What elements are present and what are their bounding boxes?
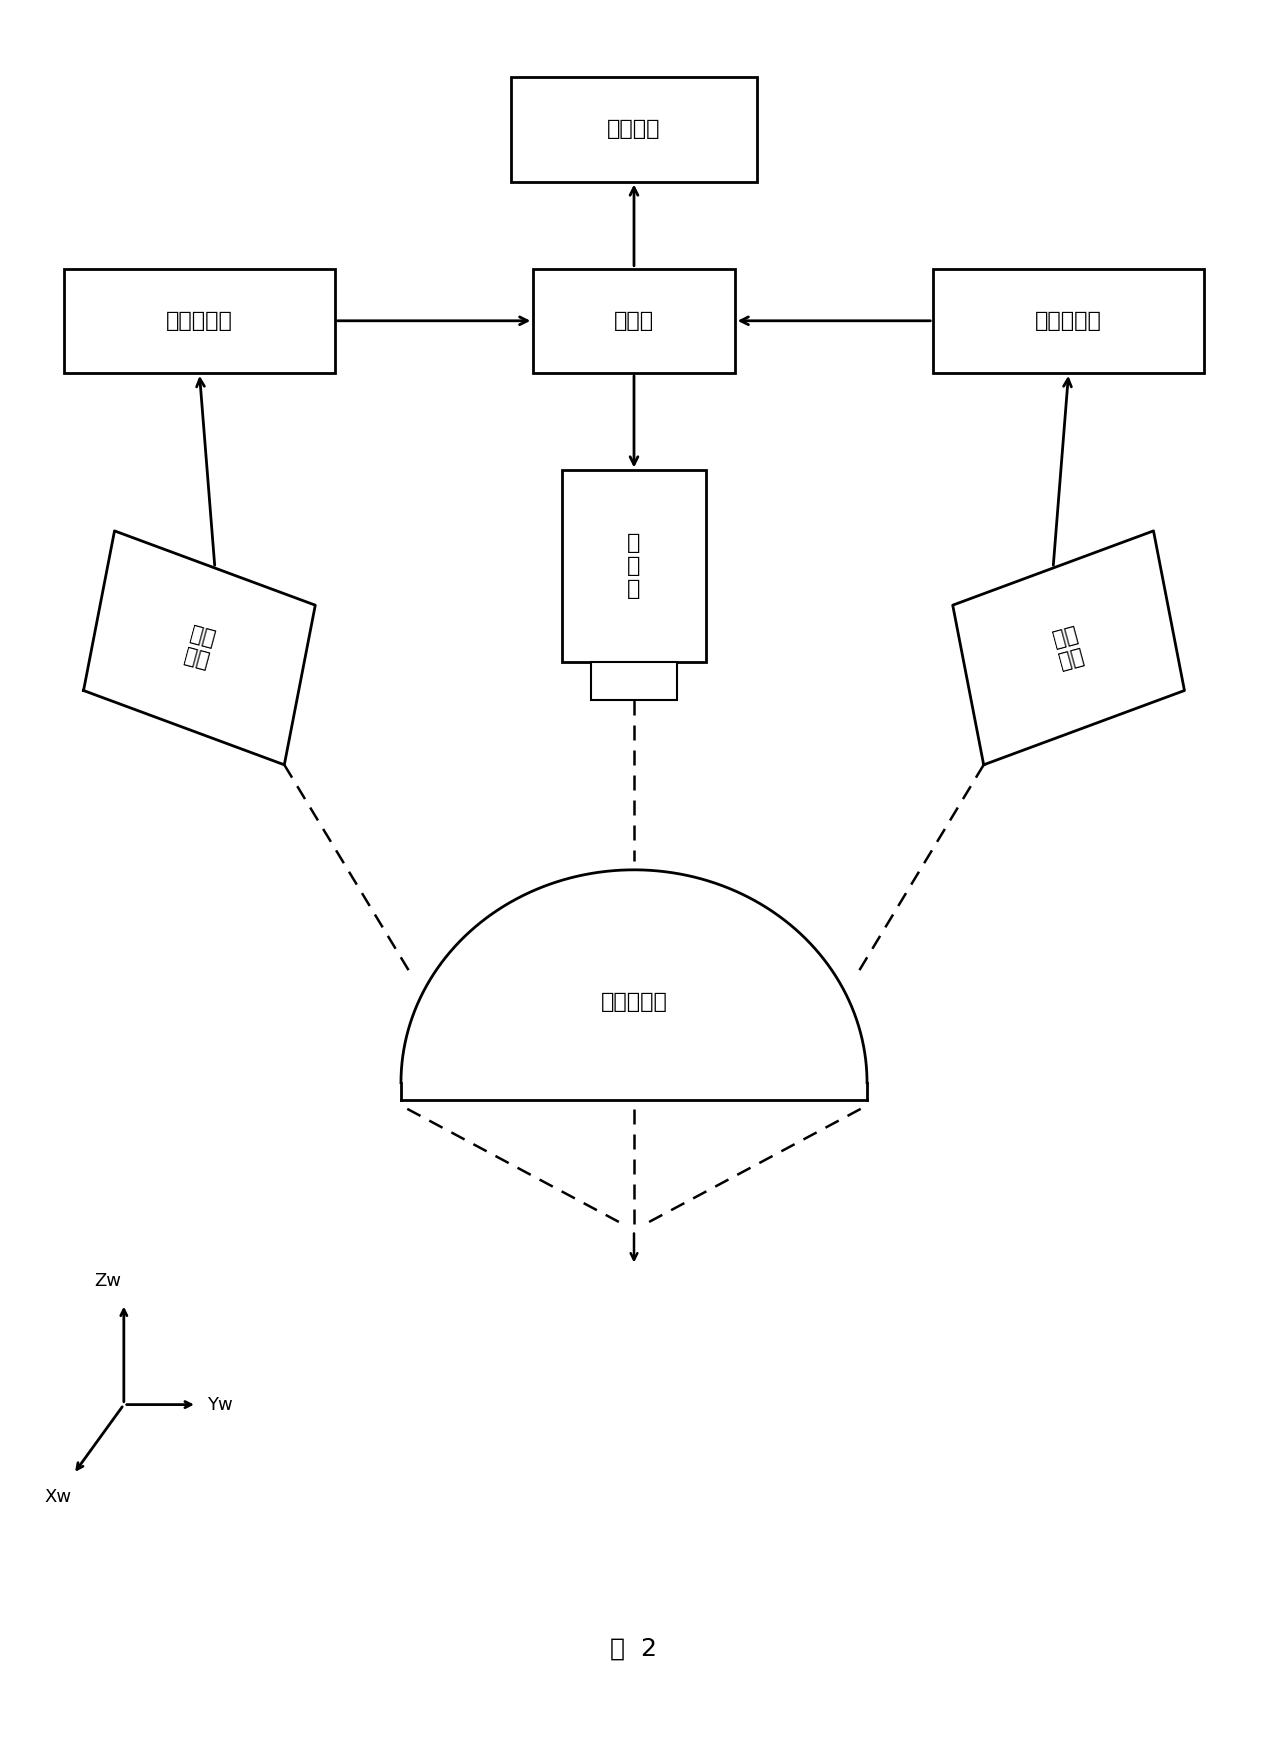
FancyBboxPatch shape (933, 269, 1205, 372)
Polygon shape (952, 531, 1184, 766)
FancyBboxPatch shape (511, 77, 757, 182)
FancyBboxPatch shape (534, 269, 734, 372)
Text: 显示设备: 显示设备 (607, 119, 661, 140)
Text: 图像采集卡: 图像采集卡 (166, 311, 233, 330)
Text: 图  2: 图 2 (610, 1636, 658, 1661)
Text: 左摄
像机: 左摄 像机 (181, 624, 217, 671)
Text: Zw: Zw (94, 1273, 120, 1290)
Text: 计算机: 计算机 (614, 311, 654, 330)
Polygon shape (84, 531, 316, 766)
FancyBboxPatch shape (63, 269, 335, 372)
Text: Yw: Yw (207, 1395, 232, 1414)
Polygon shape (401, 871, 867, 1099)
Text: 右摄
像机: 右摄 像机 (1051, 624, 1087, 671)
FancyBboxPatch shape (562, 470, 706, 662)
Text: 被检测物体: 被检测物体 (601, 993, 667, 1012)
Text: Xw: Xw (44, 1488, 72, 1505)
FancyBboxPatch shape (591, 662, 677, 699)
Text: 投
影
仪: 投 影 仪 (628, 533, 640, 600)
Text: 图像采集卡: 图像采集卡 (1035, 311, 1102, 330)
